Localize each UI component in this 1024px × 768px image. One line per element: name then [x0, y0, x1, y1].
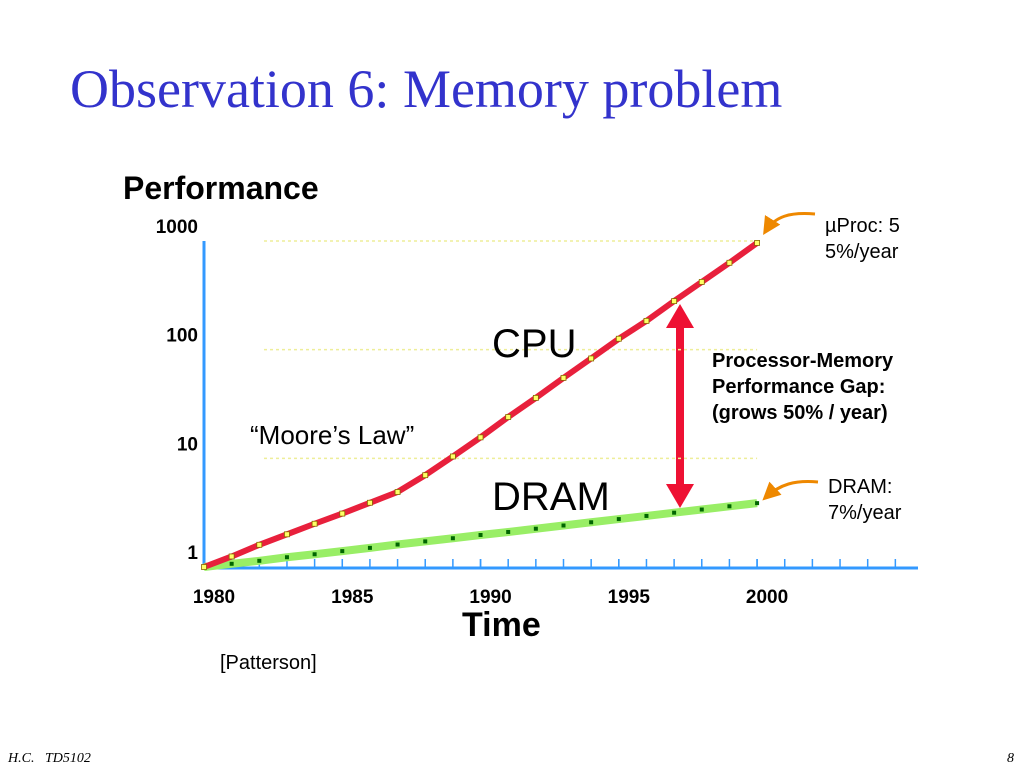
data-point	[560, 374, 567, 381]
series-label: CPU	[492, 322, 577, 366]
x-tick-label: 1980	[193, 587, 235, 608]
x-tick-label: 2000	[746, 587, 788, 608]
x-axis-label: Time	[462, 606, 541, 644]
y-tick-label: 1	[187, 543, 198, 564]
data-point	[284, 555, 289, 560]
annotation-line: (grows 50% / year)	[712, 402, 888, 424]
footer: H.C. TD5102	[8, 751, 91, 766]
data-point	[339, 510, 346, 517]
data-point	[367, 499, 373, 506]
data-point	[589, 520, 594, 525]
annotation: DRAM: 7%/year	[828, 474, 901, 526]
data-point	[340, 549, 345, 554]
data-point	[311, 520, 318, 527]
callout-arrow	[763, 212, 816, 236]
data-point	[450, 536, 455, 541]
data-point	[395, 542, 400, 547]
annotation-line: Performance Gap:	[712, 376, 886, 398]
data-point	[754, 240, 760, 246]
data-point	[727, 504, 732, 509]
data-point	[257, 558, 262, 563]
data-point	[726, 259, 733, 266]
series-line	[202, 240, 759, 570]
data-point	[229, 561, 234, 566]
y-axis-label: Performance	[123, 170, 319, 206]
x-tick-label: 1985	[331, 587, 374, 608]
data-point	[228, 553, 235, 560]
source-note: [Patterson]	[220, 652, 317, 674]
data-point	[256, 541, 263, 548]
data-point	[615, 335, 622, 342]
data-point	[533, 526, 538, 531]
series-label: DRAM	[492, 475, 610, 519]
data-point	[201, 564, 207, 570]
data-point	[671, 298, 678, 304]
data-point	[449, 453, 456, 460]
annotation: Processor-Memory Performance Gap: (grows 5…	[712, 348, 893, 426]
data-point	[312, 552, 317, 557]
y-tick-label: 1000	[156, 217, 198, 238]
data-point	[699, 507, 704, 512]
data-point	[367, 545, 372, 550]
data-point	[505, 414, 512, 420]
annotation-line: DRAM:	[828, 476, 893, 498]
gap-arrow-head	[666, 484, 694, 508]
data-point	[478, 533, 483, 538]
data-point	[644, 513, 649, 518]
data-point	[422, 472, 429, 479]
y-tick-label: 10	[177, 434, 198, 455]
data-point	[755, 501, 760, 506]
annotation-line: Processor-Memory	[712, 350, 894, 372]
data-point	[588, 355, 595, 362]
data-point	[698, 279, 705, 285]
data-point	[561, 523, 566, 528]
x-tick-label: 1990	[469, 587, 511, 608]
callout-arrow	[762, 480, 819, 501]
annotation: “Moore’s Law”	[250, 420, 415, 450]
data-point	[672, 510, 677, 515]
data-point	[477, 434, 484, 441]
data-point	[616, 517, 621, 522]
data-point	[423, 539, 428, 544]
gap-arrow-head	[666, 304, 694, 328]
data-point	[394, 489, 401, 495]
annotation: µProc: 55%/year	[825, 215, 900, 263]
slide-title: Observation 6: Memory problem	[70, 59, 783, 119]
data-point	[506, 529, 511, 534]
x-tick-label: 1995	[608, 587, 651, 608]
annotation-line: 7%/year	[828, 502, 902, 524]
data-point	[532, 394, 539, 401]
data-point	[643, 317, 650, 324]
data-point	[284, 531, 290, 538]
y-tick-label: 100	[166, 326, 198, 347]
page-number: 8	[1007, 751, 1014, 766]
